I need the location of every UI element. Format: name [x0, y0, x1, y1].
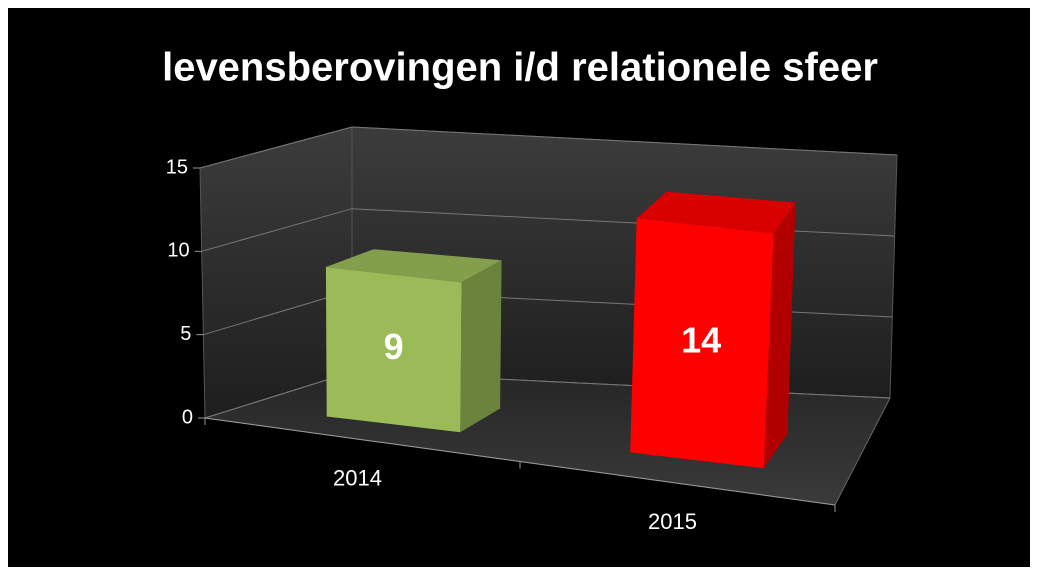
chart-title: levensberovingen i/d relationele sfeer: [162, 46, 878, 90]
y-tick-label: 15: [166, 156, 188, 178]
bar-side: [763, 202, 796, 469]
x-tick-label: 2014: [333, 466, 382, 491]
y-tick-label: 5: [180, 323, 191, 345]
y-tick-label: 0: [182, 406, 193, 428]
bar: [325, 267, 462, 433]
data-label: 14: [681, 320, 721, 361]
bar-top: [636, 191, 796, 234]
grid-line: [199, 126, 898, 169]
y-tick-label: 10: [167, 240, 189, 262]
x-tick-label: 2015: [648, 509, 697, 534]
bar: [630, 218, 774, 469]
data-label: 9: [384, 326, 404, 367]
bar-top: [325, 249, 502, 283]
bar-side: [460, 260, 502, 433]
